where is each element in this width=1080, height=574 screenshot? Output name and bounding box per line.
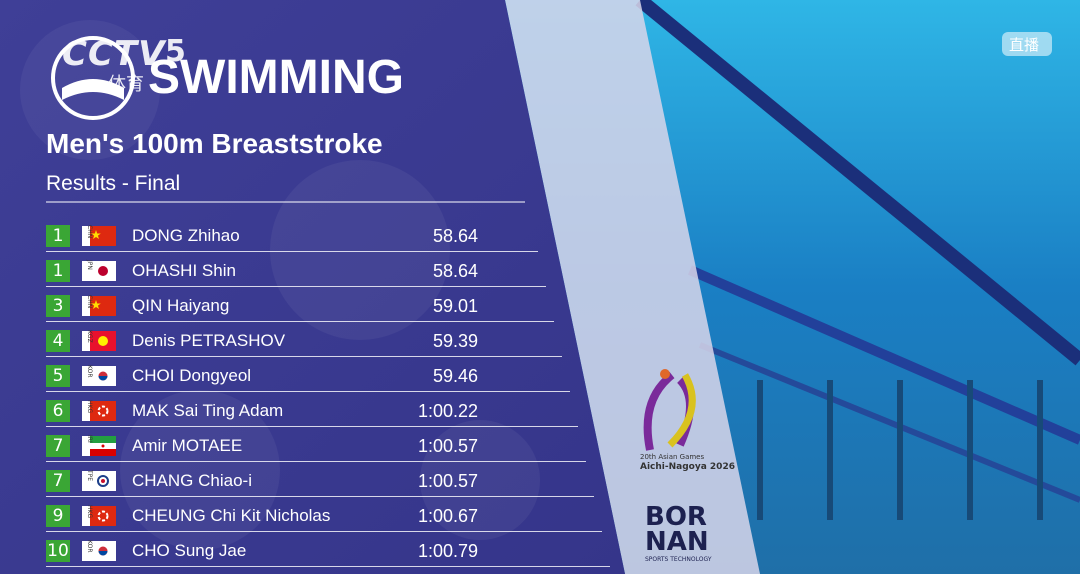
timing-tagline: SPORTS TECHNOLOGY (645, 556, 712, 563)
row-separator (46, 356, 562, 357)
flag (82, 401, 116, 421)
country-code: KOR (86, 540, 93, 553)
live-badge: 直播 (1009, 36, 1040, 54)
country-code: JPN (86, 260, 93, 270)
athlete-name: OHASHI Shin (132, 261, 236, 280)
flag (82, 331, 116, 351)
row-separator (46, 391, 570, 392)
country-code: HKG (86, 505, 93, 519)
result-time: 1:00.22 (417, 401, 478, 421)
result-time: 59.39 (432, 331, 478, 351)
athlete-name: QIN Haiyang (132, 296, 230, 315)
row-separator (46, 496, 594, 497)
logo-number: 5 (165, 34, 186, 69)
row-separator (46, 566, 610, 567)
athlete-name: CHEUNG Chi Kit Nicholas (132, 506, 331, 525)
athlete-name: CHOI Dongyeol (132, 366, 252, 385)
result-time: 1:00.57 (417, 471, 478, 491)
games-name: 20th Asian Games (640, 453, 705, 461)
logo-channel: CCTV (62, 34, 166, 74)
result-time: 59.01 (432, 296, 478, 316)
country-code: CHN (86, 225, 93, 239)
country-code: HKG (86, 400, 93, 414)
logo-sport: 体育 (108, 74, 144, 95)
flag (82, 366, 116, 386)
result-time: 58.64 (432, 261, 478, 281)
result-time: 1:00.79 (417, 541, 478, 561)
flag (82, 436, 116, 456)
row-separator (46, 531, 602, 532)
flag (82, 471, 116, 491)
rank: 10 (46, 540, 70, 562)
rank: 5 (46, 365, 70, 387)
athlete-name: Amir MOTAEE (132, 436, 243, 455)
country-code: TPE (86, 470, 93, 482)
flag (82, 226, 116, 246)
timing-name-2: NAN (645, 527, 709, 557)
row-separator (46, 321, 554, 322)
flag (82, 296, 116, 316)
event-title: Men's 100m Breaststroke (46, 128, 383, 159)
result-time: 58.64 (432, 226, 478, 246)
result-time: 1:00.67 (417, 506, 478, 526)
athlete-name: DONG Zhihao (132, 226, 240, 245)
rank: 4 (46, 330, 70, 352)
timing-name-1: BOR (645, 502, 707, 532)
row-separator (46, 426, 578, 427)
flag (82, 261, 116, 281)
rank: 3 (46, 295, 70, 317)
phase: Results - Final (46, 172, 181, 195)
rank: 7 (46, 470, 70, 492)
result-time: 1:00.57 (417, 436, 478, 456)
row-separator (46, 251, 538, 252)
rank: 9 (46, 505, 70, 527)
country-code: KGZ (86, 330, 93, 343)
country-code: KOR (86, 365, 93, 378)
sport-title: SWIMMING (148, 51, 404, 104)
country-code: CHN (86, 295, 93, 309)
athlete-name: MAK Sai Ting Adam (132, 401, 284, 420)
row-separator (46, 286, 546, 287)
rank: 6 (46, 400, 70, 422)
rank: 1 (46, 225, 70, 247)
athlete-name: CHO Sung Jae (132, 541, 247, 560)
games-venue: Aichi-Nagoya 2026 (640, 462, 735, 472)
row-separator (46, 461, 586, 462)
country-code: IRI (86, 435, 93, 443)
flag (82, 506, 116, 526)
flag (82, 541, 116, 561)
athlete-name: Denis PETRASHOV (132, 331, 286, 350)
result-time: 59.46 (432, 366, 478, 386)
rank: 7 (46, 435, 70, 457)
athlete-name: CHANG Chiao-i (132, 471, 252, 490)
rank: 1 (46, 260, 70, 282)
